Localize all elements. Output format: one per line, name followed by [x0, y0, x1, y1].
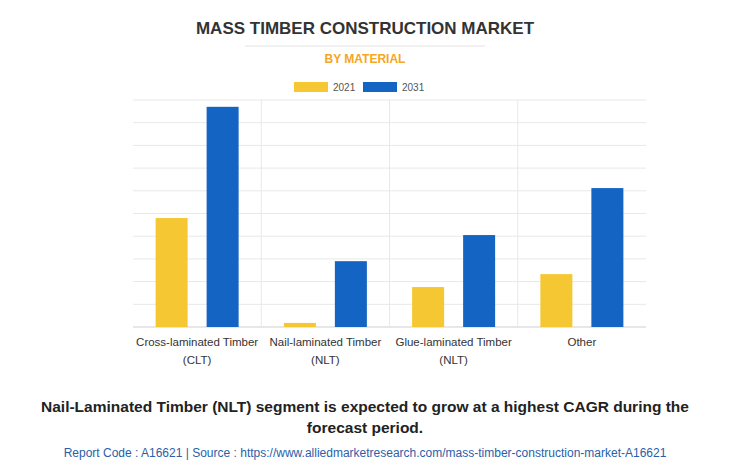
- category-label-line: Cross-laminated Timber: [136, 336, 258, 348]
- bar: [591, 188, 623, 327]
- source: Report Code : A16621 | Source : https://…: [0, 446, 730, 460]
- bars: [156, 107, 624, 327]
- category-label-line: Nail-laminated Timber: [269, 336, 381, 348]
- category-label: Cross-laminated Timber (CLT): [136, 336, 258, 366]
- subtitle: BY MATERIAL: [325, 52, 406, 66]
- legend-label: 2031: [402, 82, 425, 93]
- category-separator: [261, 100, 262, 327]
- category-label-line: (NLT): [311, 354, 340, 366]
- legend-label: 2021: [333, 82, 356, 93]
- category-label: Other: [567, 336, 596, 348]
- category-label-line: Glue-laminated Timber: [395, 336, 511, 348]
- caption: Nail-Laminated Timber (NLT) segment is e…: [30, 396, 700, 438]
- legend-swatch: [294, 82, 328, 92]
- bar: [207, 107, 239, 327]
- title: MASS TIMBER CONSTRUCTION MARKET: [196, 19, 535, 38]
- category-label-line: Other: [567, 336, 596, 348]
- bar: [463, 235, 495, 327]
- category-label: Glue-laminated Timber (NLT): [395, 336, 511, 366]
- bar: [284, 323, 316, 327]
- category-label-line: (CLT): [183, 354, 212, 366]
- bar: [540, 274, 572, 327]
- bar: [412, 287, 444, 327]
- title-rule: [245, 46, 485, 47]
- category-label-line: (NLT): [439, 354, 468, 366]
- bar: [335, 261, 367, 327]
- category-label: Nail-laminated Timber (NLT): [269, 336, 381, 366]
- legend-swatch: [363, 82, 397, 92]
- category-separator: [389, 100, 390, 327]
- category-separator: [517, 100, 518, 327]
- bar: [156, 218, 188, 327]
